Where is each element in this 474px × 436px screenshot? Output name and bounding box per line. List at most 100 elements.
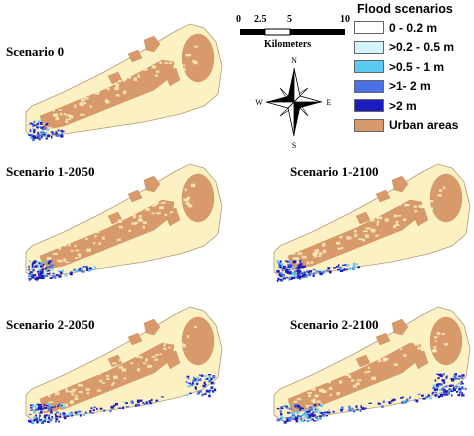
flood-cell	[293, 415, 296, 418]
flood-cell	[30, 409, 34, 411]
flood-cell	[290, 265, 295, 269]
flood-cell	[434, 379, 437, 382]
map-texture	[393, 363, 399, 366]
map-texture	[193, 61, 198, 65]
map-texture	[57, 409, 62, 413]
flood-cell	[44, 414, 48, 417]
flood-cell	[47, 414, 51, 417]
legend-swatch	[354, 40, 384, 54]
flood-cell	[442, 393, 445, 396]
flood-cell	[437, 377, 441, 379]
flood-cell	[286, 276, 289, 279]
map-texture	[116, 83, 120, 87]
flood-cell	[28, 275, 32, 277]
map-texture	[116, 238, 121, 242]
flood-cell	[31, 421, 35, 424]
flood-cell	[202, 384, 206, 388]
flood-cell	[81, 270, 85, 273]
map-texture	[364, 234, 369, 238]
flood-cell	[292, 276, 296, 280]
flood-cell	[458, 375, 461, 377]
flood-cell	[302, 272, 305, 275]
map-texture	[305, 405, 309, 408]
flood-cell	[210, 377, 213, 381]
flood-cell	[306, 270, 310, 273]
flood-cell	[388, 402, 392, 404]
flood-cell	[78, 268, 81, 270]
flood-cell	[282, 267, 285, 270]
flood-cell	[277, 277, 280, 279]
flood-cell	[281, 416, 284, 419]
flood-cell	[307, 274, 312, 277]
urban-area	[163, 207, 181, 227]
flood-cell	[308, 414, 311, 417]
flood-cell	[125, 405, 130, 408]
map-texture	[439, 189, 442, 193]
flood-cell	[280, 263, 284, 266]
flood-cell	[348, 407, 351, 411]
map-texture	[414, 343, 419, 346]
flood-cell	[381, 405, 384, 408]
map-texture	[358, 238, 364, 241]
map-texture	[354, 229, 357, 233]
flood-cell	[286, 419, 289, 422]
map-texture	[185, 53, 190, 57]
flood-cell	[36, 420, 39, 424]
flood-cell	[33, 416, 37, 419]
flood-cell	[36, 135, 40, 138]
flood-cell	[70, 414, 74, 417]
map-texture	[414, 210, 418, 213]
flood-cell	[45, 267, 48, 269]
flood-cell	[45, 270, 49, 273]
flood-cell	[39, 271, 44, 274]
flood-cell	[431, 392, 434, 395]
map-texture	[145, 358, 148, 362]
flood-cell	[52, 272, 55, 275]
map-texture	[377, 216, 383, 220]
map-texture	[312, 252, 317, 256]
flood-cell	[295, 403, 299, 406]
map-texture	[130, 362, 134, 365]
flood-cell	[461, 387, 465, 390]
flood-cell	[316, 270, 318, 273]
map-panel-scenario-2-2100: Scenario 2-2100	[252, 293, 472, 433]
flood-cell	[437, 383, 441, 385]
map-texture	[168, 346, 171, 349]
map-texture	[133, 77, 138, 81]
flood-cell	[43, 415, 47, 418]
flood-cell	[36, 403, 40, 406]
flood-cell	[29, 420, 33, 423]
flood-cell	[355, 405, 358, 408]
urban-area	[127, 189, 143, 203]
flood-cell	[318, 415, 323, 417]
flood-cell	[461, 382, 464, 385]
flood-cell	[39, 420, 43, 423]
flood-cell	[55, 131, 58, 135]
flood-cell	[439, 393, 443, 397]
flood-cell	[74, 411, 78, 414]
flood-cell	[57, 404, 59, 408]
flood-cell	[352, 265, 356, 268]
map-texture	[47, 127, 53, 129]
map-texture	[115, 94, 120, 97]
flood-cell	[420, 394, 424, 397]
flood-cell	[303, 410, 306, 413]
flood-cell	[33, 411, 36, 414]
flood-cell	[289, 404, 293, 406]
flood-cell	[328, 270, 332, 273]
flood-cell	[434, 388, 439, 391]
flood-cell	[134, 404, 138, 407]
flood-cell	[48, 404, 52, 407]
map-texture	[155, 353, 159, 356]
map-texture	[340, 246, 344, 250]
flood-cell	[464, 387, 467, 391]
flood-cell	[277, 270, 280, 273]
flood-cell	[461, 394, 465, 397]
flood-cell	[454, 373, 458, 376]
flood-cell	[29, 273, 34, 277]
flood-cell	[29, 134, 34, 136]
map-texture	[117, 219, 122, 223]
flood-cell	[281, 419, 284, 422]
flood-cell	[58, 275, 62, 278]
flood-cell	[28, 278, 31, 282]
